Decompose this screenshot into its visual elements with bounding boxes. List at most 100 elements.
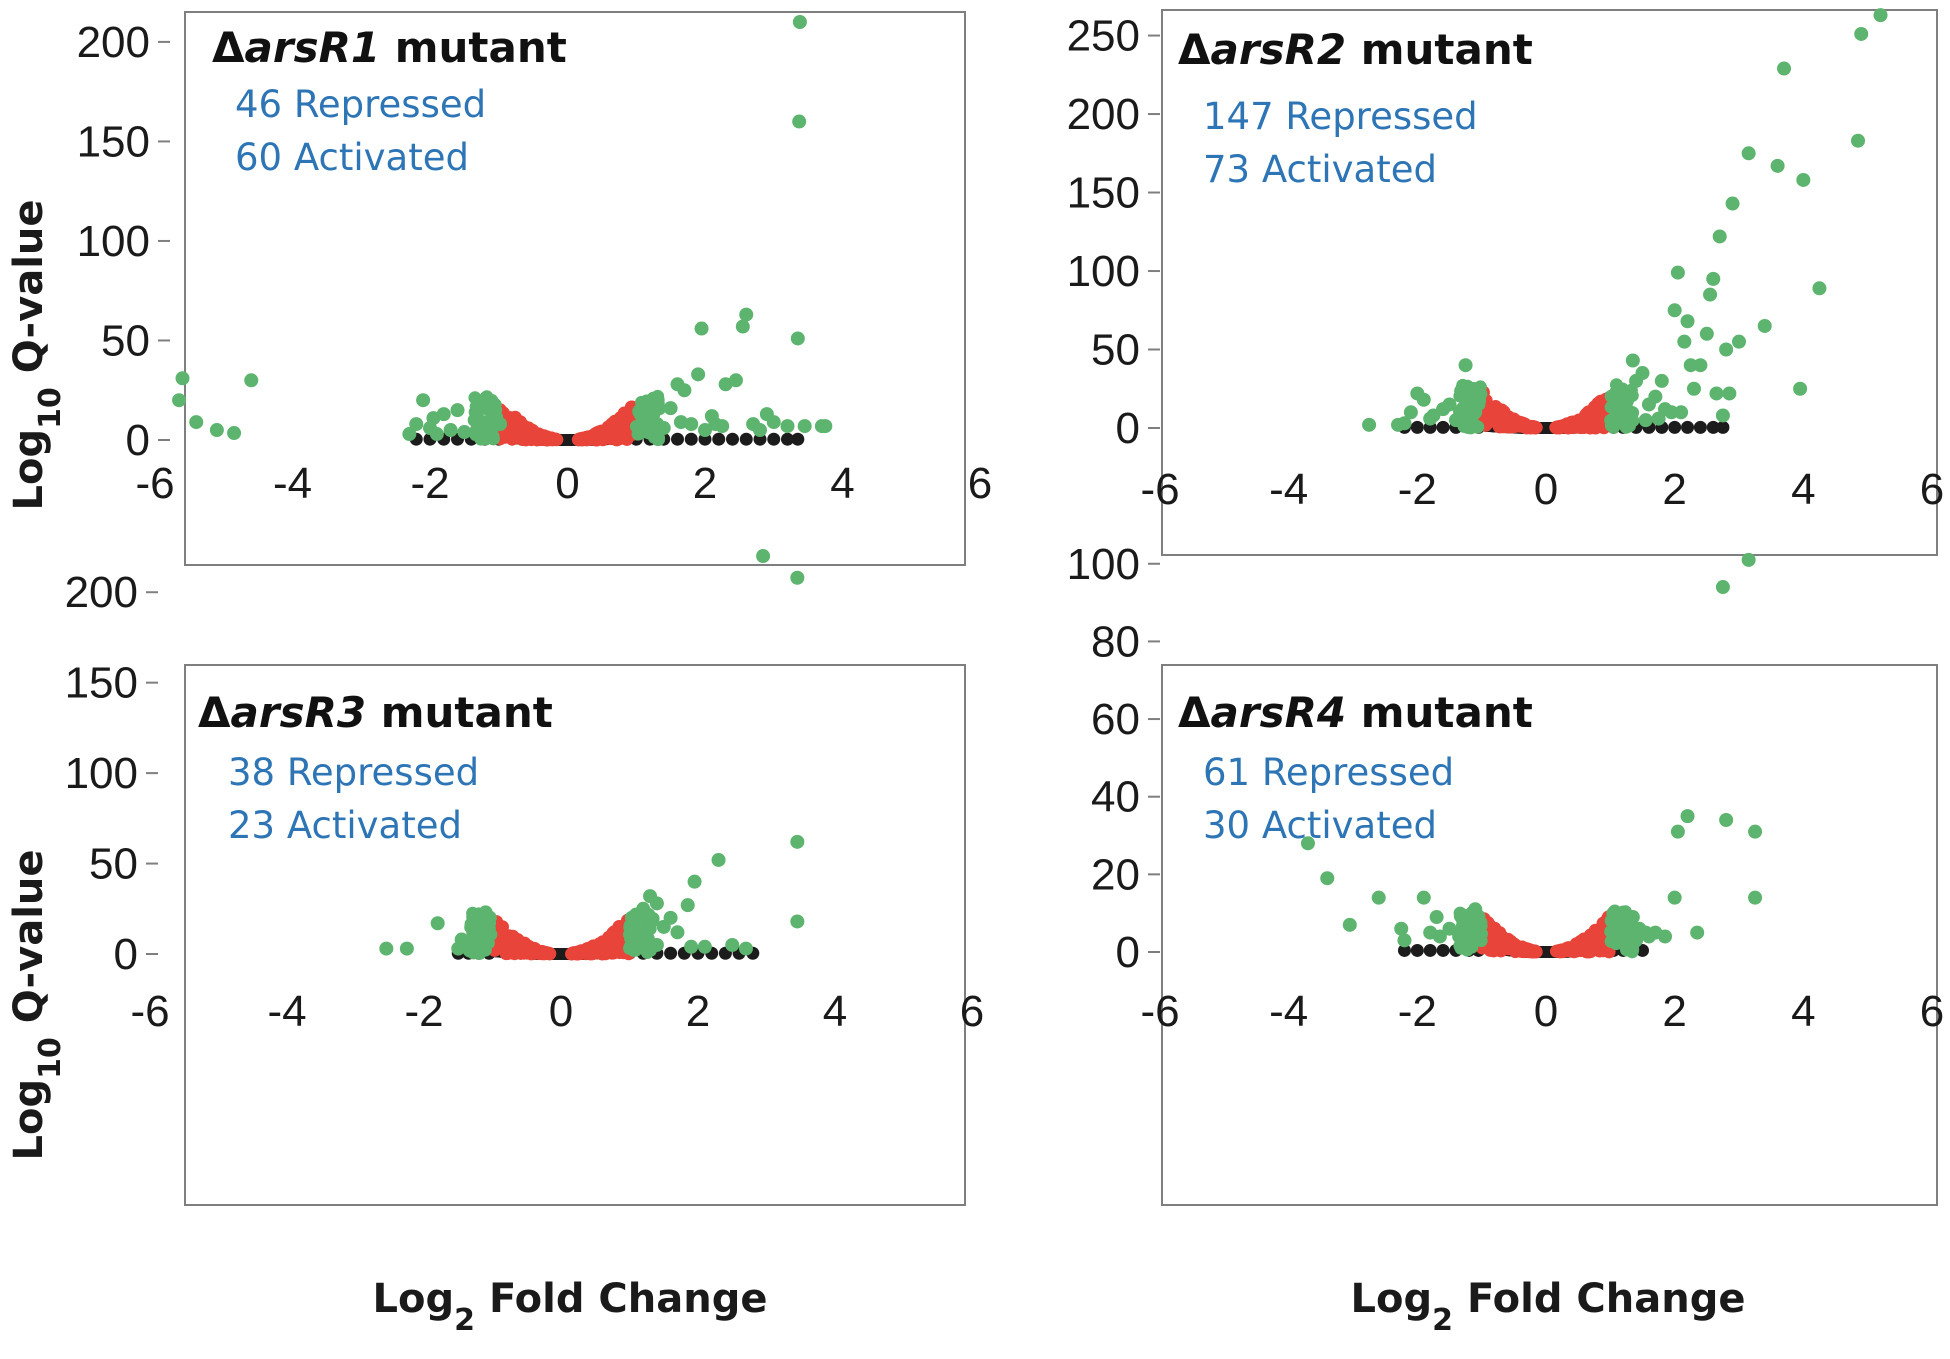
nonsignificant-point (726, 432, 739, 446)
threshold-point (518, 936, 532, 950)
gene-name: arsR1 (245, 23, 381, 72)
significant-point (1371, 890, 1386, 905)
nonsignificant-point (1436, 420, 1450, 434)
x-tick-label: 0 (1534, 987, 1558, 1036)
x-tick-label: -2 (1398, 465, 1437, 514)
significant-point (694, 321, 709, 336)
nonsignificant-point (739, 432, 753, 446)
x-tick-label: -6 (130, 987, 169, 1036)
y-tick-labels: 0 20 40 60 80 100 (1067, 540, 1160, 977)
significant-point (663, 910, 678, 925)
significant-point (468, 939, 483, 954)
threshold-point (597, 428, 611, 442)
significant-point (651, 433, 665, 447)
nonsignificant-point (1716, 420, 1730, 434)
threshold-point (1568, 940, 1582, 954)
significant-point (175, 371, 190, 386)
significant-point (1715, 408, 1730, 423)
significant-point (1342, 917, 1357, 932)
significant-point (1461, 917, 1475, 931)
significant-point (1394, 921, 1409, 936)
significant-point (416, 393, 431, 408)
significant-point (1658, 929, 1673, 944)
y-tick-label: 100 (65, 749, 138, 798)
title-suffix: mutant (1346, 688, 1533, 737)
significant-point (790, 914, 805, 929)
significant-point (1796, 172, 1811, 187)
plot-frame (1161, 9, 1938, 556)
panel-arsR4: 0 20 40 60 80 100 -6 -4 -2 0 2 4 6 ΔarsR4 mutant 61… (1067, 540, 1944, 1206)
y-tick-label: 80 (1091, 617, 1140, 666)
activated-count: 23 Activated (228, 804, 462, 847)
panel-title: ΔarsR2 mutant (1178, 25, 1533, 74)
significant-point (172, 393, 187, 408)
x-tick-label: -4 (1269, 987, 1308, 1036)
significant-point (450, 403, 465, 418)
significant-point (766, 415, 781, 430)
significant-point (649, 896, 664, 911)
significant-point (1397, 416, 1412, 431)
significant-point (1616, 392, 1631, 407)
significant-point (1619, 925, 1634, 940)
x-tick-label: 2 (1662, 987, 1686, 1036)
significant-point (457, 425, 472, 440)
significant-point (1686, 381, 1701, 396)
significant-point (1448, 413, 1463, 428)
x-tick-label: -4 (273, 459, 312, 508)
significant-point (1719, 813, 1734, 827)
nonsignificant-point (1706, 420, 1720, 434)
x-tick-label: -4 (1269, 465, 1308, 514)
y-tick-label: 40 (1091, 773, 1140, 822)
threshold-point (1525, 945, 1539, 959)
y-tick-label: 0 (114, 930, 138, 979)
significant-point (792, 114, 807, 129)
x-tick-label: -2 (1398, 987, 1437, 1036)
significant-point (189, 415, 204, 430)
significant-point (1423, 411, 1438, 426)
significant-point (1741, 146, 1756, 161)
significant-point (1635, 366, 1650, 381)
significant-point (1648, 389, 1663, 404)
x-tick-label: 6 (968, 459, 992, 508)
significant-point (1625, 353, 1640, 368)
repressed-count: 147 Repressed (1203, 95, 1478, 138)
significant-point (739, 307, 754, 322)
significant-point (1641, 929, 1656, 944)
significant-point (443, 423, 458, 438)
y-tick-label: 50 (1091, 326, 1140, 375)
x-tick-label: -4 (267, 987, 306, 1036)
significant-point (698, 423, 712, 438)
x-tick-label: -6 (1140, 465, 1179, 514)
title-suffix: mutant (1346, 25, 1533, 74)
significant-point (493, 417, 508, 432)
significant-point (379, 941, 394, 956)
y-tick-label: 100 (1067, 247, 1140, 296)
significant-point (429, 427, 444, 442)
x-tick-label: 4 (1791, 987, 1815, 1036)
significant-point (677, 383, 692, 398)
x-tick-label: -2 (410, 459, 449, 508)
significant-point (792, 15, 807, 29)
significant-point (1455, 402, 1470, 417)
significant-point (790, 570, 805, 585)
nonsignificant-point (781, 432, 794, 446)
y-tick-label: 200 (77, 18, 150, 67)
significant-point (209, 423, 224, 438)
significant-point (1625, 910, 1640, 925)
significant-point (1667, 303, 1682, 318)
data-points (1300, 552, 1763, 959)
significant-point (1442, 397, 1457, 412)
nonsignificant-point (1681, 420, 1695, 434)
gene-name: arsR4 (1211, 688, 1347, 737)
y-tick-labels: 0 50 100 150 200 (65, 568, 158, 979)
significant-point (1873, 8, 1888, 23)
significant-point (471, 928, 486, 943)
threshold-point (515, 433, 529, 447)
x-tick-label: 4 (823, 987, 847, 1036)
nonsignificant-point (791, 432, 805, 446)
significant-point (1442, 921, 1457, 936)
threshold-point (546, 432, 560, 446)
significant-point (738, 941, 753, 956)
significant-point (1471, 381, 1486, 396)
significant-point (1732, 334, 1746, 349)
